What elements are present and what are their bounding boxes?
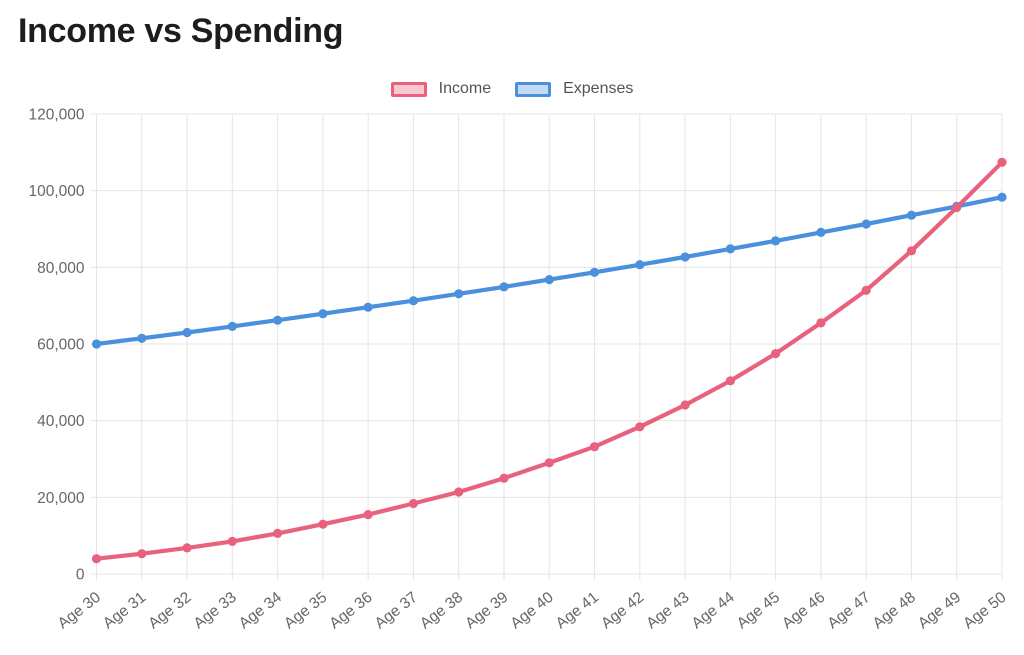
x-axis-label: Age 30 <box>55 589 104 633</box>
income-data-point[interactable] <box>680 400 690 410</box>
x-axis-label: Age 41 <box>553 589 602 633</box>
y-axis-label: 20,000 <box>37 490 85 507</box>
income-data-point[interactable] <box>499 473 509 483</box>
y-axis-label: 40,000 <box>37 413 85 430</box>
income-data-point[interactable] <box>363 509 373 520</box>
expenses-data-point[interactable] <box>589 267 600 277</box>
x-axis-label: Age 45 <box>734 589 783 633</box>
expenses-data-point[interactable] <box>544 275 554 285</box>
x-axis-label: Age 36 <box>326 589 375 633</box>
x-axis-label: Age 46 <box>779 589 828 633</box>
income-data-point[interactable] <box>182 543 192 553</box>
expenses-data-point[interactable] <box>408 296 418 306</box>
x-axis-label: Age 43 <box>643 589 692 633</box>
chart-legend: Income Expenses <box>0 80 1024 98</box>
x-axis-label: Age 47 <box>824 589 873 633</box>
income-data-point[interactable] <box>906 246 917 256</box>
expenses-data-point[interactable] <box>771 236 781 246</box>
income-data-point[interactable] <box>589 442 600 452</box>
x-axis-label: Age 31 <box>100 589 149 633</box>
income-data-point[interactable] <box>273 528 283 539</box>
x-axis-label: Age 44 <box>689 589 738 633</box>
expenses-data-point[interactable] <box>499 282 509 292</box>
expenses-legend-label: Expenses <box>563 80 634 97</box>
income-data-point[interactable] <box>137 549 147 559</box>
expenses-data-point[interactable] <box>454 289 464 299</box>
y-axis-label: 120,000 <box>28 107 84 124</box>
x-axis-label: Age 38 <box>417 589 466 633</box>
income-data-point[interactable] <box>816 318 826 328</box>
income-data-point[interactable] <box>725 376 736 386</box>
income-data-point[interactable] <box>952 202 962 213</box>
expenses-legend-swatch <box>515 81 552 97</box>
income-data-point[interactable] <box>861 285 871 295</box>
expenses-data-point[interactable] <box>997 192 1007 202</box>
page-title: Income vs Spending <box>18 12 344 50</box>
expenses-data-point[interactable] <box>91 339 102 349</box>
x-axis-label: Age 49 <box>915 589 964 633</box>
x-axis-label: Age 39 <box>462 589 511 633</box>
expenses-data-point[interactable] <box>227 321 237 331</box>
x-axis-label: Age 37 <box>372 589 421 633</box>
x-axis-label: Age 34 <box>236 589 285 633</box>
x-axis-label: Age 33 <box>191 589 240 633</box>
x-axis-label: Age 50 <box>960 589 1009 633</box>
y-axis-label: 60,000 <box>37 337 85 354</box>
income-data-point[interactable] <box>318 519 328 529</box>
income-data-point[interactable] <box>454 487 464 497</box>
expenses-data-point[interactable] <box>363 302 373 312</box>
income-data-point[interactable] <box>544 458 554 468</box>
income-legend-label: Income <box>438 80 492 97</box>
y-axis-label: 80,000 <box>37 260 85 277</box>
expenses-data-point[interactable] <box>725 244 736 254</box>
income-data-point[interactable] <box>227 536 237 547</box>
legend-item-expenses[interactable]: Expenses <box>515 80 633 98</box>
expenses-data-point[interactable] <box>273 315 283 325</box>
y-axis-label: 100,000 <box>28 183 84 200</box>
expenses-data-point[interactable] <box>906 210 917 220</box>
expenses-data-point[interactable] <box>137 333 147 343</box>
x-axis-label: Age 32 <box>145 589 194 633</box>
legend-item-income[interactable]: Income <box>390 80 492 98</box>
expenses-data-point[interactable] <box>816 227 826 237</box>
income-data-point[interactable] <box>635 422 645 432</box>
y-axis-label: 0 <box>76 567 85 584</box>
expenses-data-point[interactable] <box>635 260 645 270</box>
income-data-point[interactable] <box>408 498 418 509</box>
expenses-data-point[interactable] <box>861 219 871 229</box>
expenses-data-point[interactable] <box>318 309 328 319</box>
x-axis-label: Age 48 <box>870 589 919 633</box>
income-data-point[interactable] <box>91 554 102 564</box>
expenses-data-point[interactable] <box>182 327 192 338</box>
income-data-point[interactable] <box>997 157 1007 167</box>
x-axis-label: Age 35 <box>281 589 330 633</box>
x-axis-label: Age 40 <box>508 589 557 633</box>
x-axis-label: Age 42 <box>598 589 647 633</box>
income-legend-swatch <box>390 81 427 97</box>
expenses-data-point[interactable] <box>680 252 690 262</box>
income-data-point[interactable] <box>771 349 781 359</box>
